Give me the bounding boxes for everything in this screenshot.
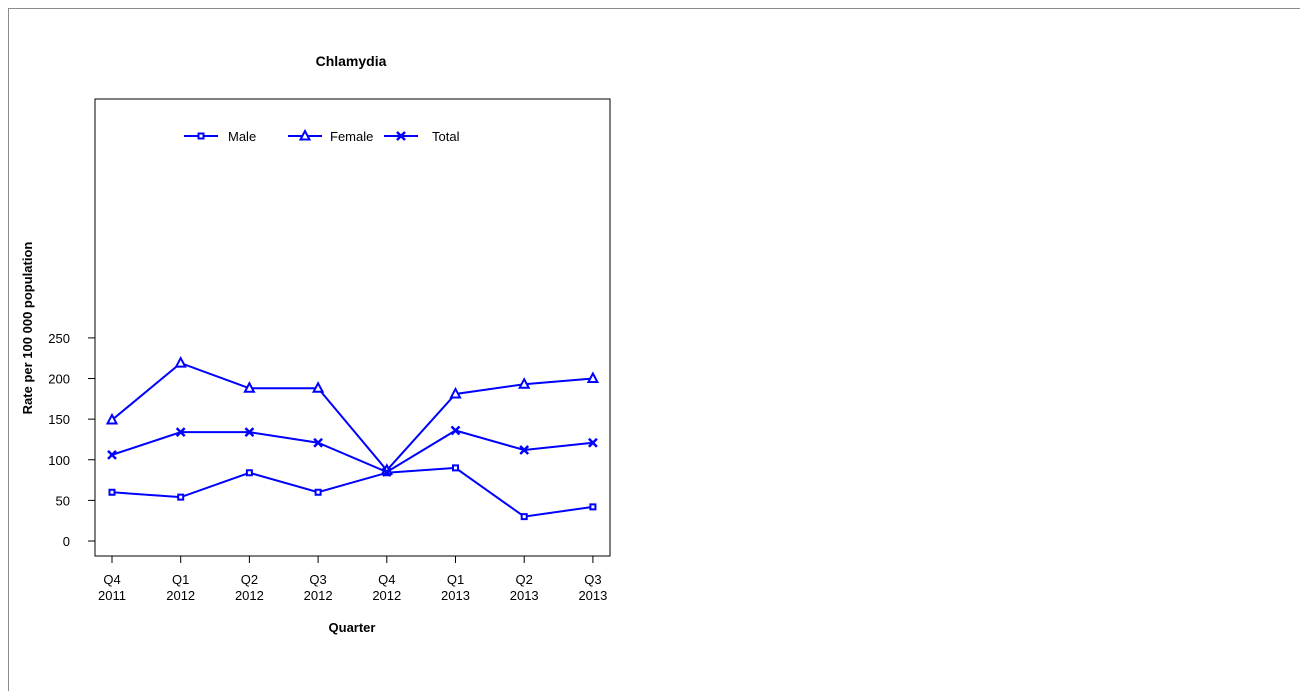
legend-marker (197, 132, 205, 140)
data-point-total (519, 445, 530, 455)
data-point-male (452, 464, 459, 472)
y-tick-label: 250 (48, 331, 70, 346)
legend-marker (298, 128, 312, 141)
series-line-female (111, 361, 593, 472)
legend-entry-female: Female (288, 128, 373, 144)
data-point-male (589, 503, 597, 511)
data-point-total (381, 467, 392, 477)
data-point-total (175, 427, 186, 438)
series-total (107, 425, 598, 477)
data-point-total (244, 427, 255, 438)
x-tick-label-year: 2013 (578, 588, 607, 603)
x-tick-label: Q2 2012 (235, 572, 264, 603)
series-male (108, 464, 597, 521)
x-tick-label-year: 2012 (304, 588, 333, 603)
y-tick-label: 150 (48, 412, 70, 427)
legend-entry-total: Total (384, 129, 460, 144)
data-point-female (518, 377, 531, 389)
x-tick-label-quarter: Q4 (378, 572, 395, 587)
y-tick-label: 200 (48, 372, 70, 387)
series-line-male (111, 466, 594, 518)
legend-label: Male (228, 129, 256, 144)
x-tick-label-quarter: Q1 (172, 572, 189, 587)
x-tick-label-quarter: Q2 (516, 572, 533, 587)
data-point-male (177, 493, 185, 501)
legend: Male Female Total (184, 128, 460, 144)
legend-entry-male: Male (184, 129, 256, 144)
x-tick-label-quarter: Q3 (309, 572, 326, 587)
y-tick-label: 50 (56, 493, 70, 508)
x-tick-label-year: 2011 (98, 588, 126, 603)
data-point-female (174, 355, 187, 368)
x-tick-label-year: 2013 (441, 588, 470, 603)
x-tick-label-year: 2012 (372, 588, 401, 603)
data-point-female (243, 381, 256, 393)
data-point-female (449, 386, 462, 399)
x-tick-label: Q2 2013 (510, 572, 539, 603)
data-point-female (311, 381, 325, 393)
legend-marker (396, 131, 406, 141)
data-point-female (586, 371, 600, 384)
data-point-total (588, 437, 598, 448)
x-axis-title: Quarter (329, 620, 376, 635)
x-tick-label-quarter: Q3 (584, 572, 601, 587)
x-tick-label-year: 2012 (166, 588, 195, 603)
data-point-total (450, 425, 461, 436)
y-tick-label: 0 (63, 534, 70, 549)
data-point-male (245, 469, 253, 477)
data-point-male (520, 513, 528, 521)
y-axis-title: Rate per 100 000 population (20, 242, 35, 415)
x-tick-label: Q3 2012 (304, 572, 333, 603)
x-tick-label-quarter: Q4 (103, 572, 120, 587)
x-tick-label-quarter: Q2 (241, 572, 258, 587)
x-tick-label: Q1 2013 (441, 572, 470, 603)
x-tick-label-year: 2013 (510, 588, 539, 603)
x-tick-label: Q3 2013 (578, 572, 607, 603)
legend-label: Female (330, 129, 373, 144)
x-tick-label-quarter: Q1 (447, 572, 464, 587)
data-point-male (314, 488, 322, 496)
legend-label: Total (432, 129, 460, 144)
x-tick-label: Q1 2012 (166, 572, 195, 603)
data-point-total (313, 437, 323, 448)
chart-title: Chlamydia (316, 53, 387, 69)
series-line-total (111, 429, 594, 474)
y-axis: 0 50 100 150 200 250 (48, 331, 95, 549)
x-tick-label: Q4 2012 (372, 572, 401, 603)
chart-frame (8, 8, 1300, 691)
series-layer (105, 355, 600, 521)
data-point-total (107, 450, 117, 460)
data-point-male (108, 488, 116, 496)
plot-area-border (94, 98, 611, 557)
data-point-female (105, 412, 119, 425)
y-tick-label: 100 (48, 453, 70, 468)
x-tick-label-year: 2012 (235, 588, 264, 603)
x-tick-label: Q4 2011 (98, 572, 126, 603)
